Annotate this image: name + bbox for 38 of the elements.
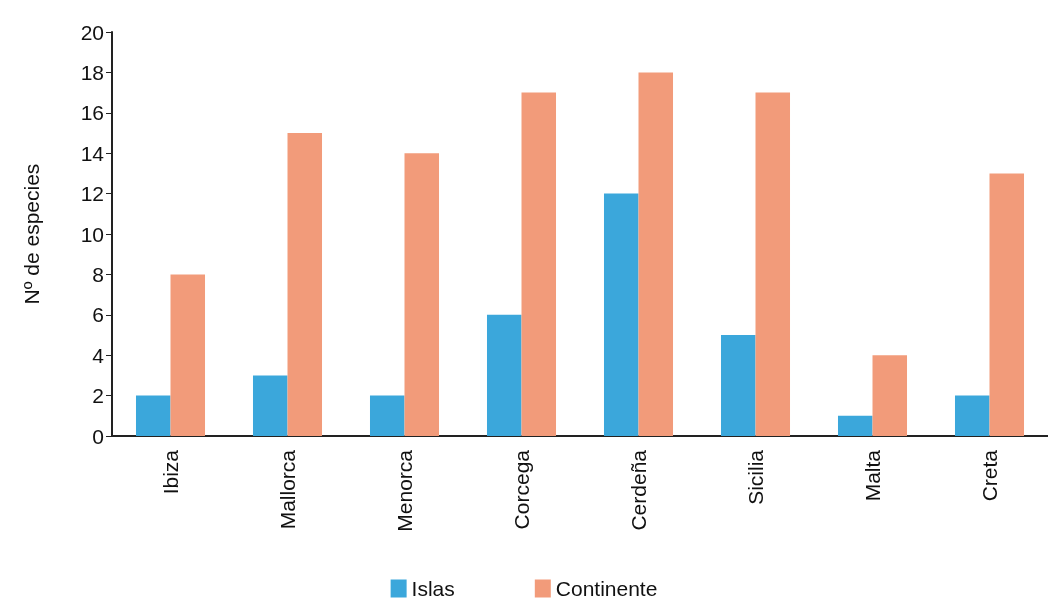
bar — [135, 395, 171, 436]
y-tick-label: 2 — [92, 384, 104, 408]
bar — [170, 274, 206, 436]
y-tick-label: 20 — [80, 20, 104, 44]
x-tick-label: Mallorca — [276, 449, 299, 530]
legend-label: Islas — [411, 577, 455, 600]
bar — [287, 133, 323, 436]
bar — [720, 335, 756, 436]
bar — [486, 314, 522, 436]
x-tick-label: Menorca — [393, 449, 416, 532]
y-tick-label: 0 — [92, 424, 104, 448]
bar — [872, 355, 908, 436]
bar — [369, 395, 405, 436]
y-tick-label: 14 — [80, 141, 105, 165]
x-tick-label: Corcega — [510, 449, 533, 530]
x-tick-label: Creta — [978, 449, 1001, 502]
y-tick-label: 6 — [92, 303, 104, 327]
bar — [638, 72, 674, 436]
x-tick-label: Malta — [861, 449, 884, 502]
y-tick-label: 10 — [80, 222, 104, 246]
y-tick-label: 8 — [92, 262, 104, 286]
bar — [252, 375, 288, 436]
y-tick-label: 4 — [92, 343, 105, 367]
y-axis-title: Nº de especies — [20, 163, 43, 305]
bar — [603, 193, 639, 436]
x-tick-label: Cerdeña — [627, 449, 650, 531]
legend-label: Continente — [555, 577, 658, 600]
bar — [989, 173, 1025, 436]
x-tick-label: Ibiza — [159, 449, 182, 495]
y-tick-label: 18 — [80, 60, 104, 84]
y-tick-label: 12 — [80, 182, 104, 206]
bar — [521, 92, 557, 436]
bar — [837, 415, 873, 436]
bar — [755, 92, 791, 436]
x-tick-label: Sicilia — [744, 449, 767, 505]
bar — [404, 153, 440, 436]
bar — [954, 395, 990, 436]
y-tick-label: 16 — [80, 101, 104, 125]
